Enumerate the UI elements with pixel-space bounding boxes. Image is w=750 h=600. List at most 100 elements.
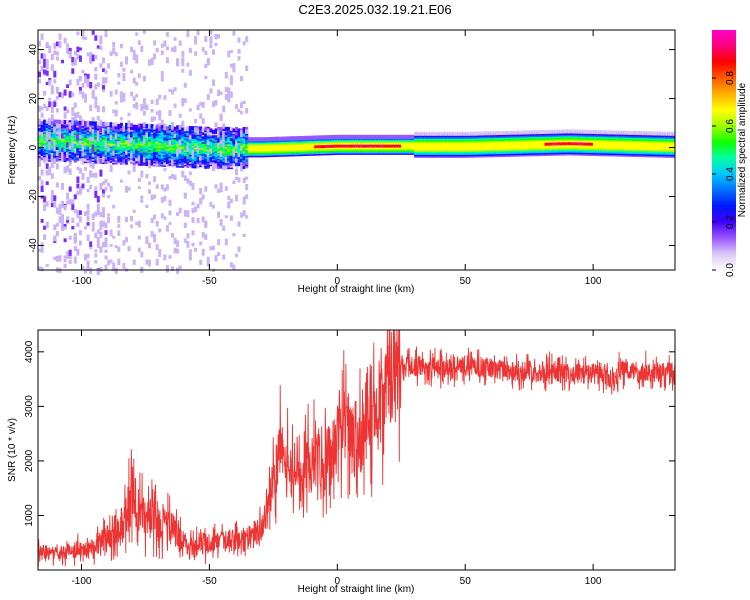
spectrogram-cell <box>281 136 284 141</box>
spectrogram-cell <box>526 130 530 135</box>
spectrogram-speckle <box>209 30 213 35</box>
spectrogram-speckle <box>148 163 151 169</box>
spectrogram-speckle <box>53 50 57 55</box>
spectrogram-speckle <box>68 168 72 175</box>
spectrogram-speckle <box>76 176 80 183</box>
spectrogram-cell <box>96 124 100 129</box>
spectrogram-speckle <box>89 245 93 250</box>
spectrogram-cell <box>557 129 561 134</box>
spectrogram-speckle <box>114 110 118 117</box>
spectrogram-speckle <box>199 113 203 119</box>
spectrogram-speckle <box>76 166 80 171</box>
spectrogram-speckle <box>96 105 100 113</box>
spectrogram-speckle <box>53 43 57 49</box>
spectrogram-speckle <box>99 46 103 51</box>
spectrogram-speckle <box>240 130 244 138</box>
spectrogram-speckle <box>132 165 136 172</box>
spectrogram-speckle <box>178 124 182 130</box>
spectrogram-cell <box>570 129 574 134</box>
spectrogram-speckle <box>173 247 177 254</box>
spectrogram-speckle <box>168 88 172 93</box>
spectrogram-speckle <box>43 234 47 241</box>
spectrogram-speckle <box>84 254 87 261</box>
spectrogram-speckle <box>66 219 70 223</box>
spectrogram-speckle <box>199 102 203 106</box>
spectrogram-speckle <box>163 187 167 192</box>
spectrogram-speckle <box>102 106 105 113</box>
spectrogram-speckle <box>178 207 182 214</box>
spectrogram-speckle <box>201 101 205 108</box>
spectrogram-cell <box>411 134 415 139</box>
spectrogram-cell <box>375 134 379 139</box>
spectrogram-speckle <box>155 98 159 105</box>
spectrogram-cell <box>84 157 87 162</box>
spectrogram-speckle <box>73 256 77 264</box>
spectrogram-speckle <box>96 130 100 137</box>
spectrogram-cell <box>365 134 369 139</box>
spectrogram-speckle <box>178 40 182 46</box>
spectrogram-speckle <box>91 226 95 232</box>
spectrogram-speckle <box>94 67 98 72</box>
spectrogram-speckle <box>58 216 62 224</box>
spectrogram-speckle <box>173 87 177 92</box>
spectrogram-speckle <box>38 78 41 84</box>
spectrogram-cell <box>61 124 64 129</box>
spectrogram-speckle <box>40 180 44 185</box>
spectrogram-speckle <box>71 56 75 63</box>
spectrogram-speckle <box>155 244 159 251</box>
spectrogram-speckle <box>61 59 64 64</box>
spectrogram-speckle <box>224 186 228 191</box>
spectrogram-speckle <box>71 117 75 123</box>
spectrogram-speckle <box>71 59 75 66</box>
spectrogram-cell <box>393 134 397 139</box>
spectrogram-cell <box>585 129 589 134</box>
spectrogram-speckle <box>130 91 134 97</box>
spectrogram-speckle <box>48 45 52 49</box>
spectrogram-speckle <box>91 30 95 35</box>
spectrogram-cell <box>165 126 169 131</box>
spectrogram-speckle <box>122 95 126 102</box>
spectrogram-speckle <box>232 63 236 67</box>
spectrogram-speckle <box>73 102 77 108</box>
spectrogram-speckle <box>84 96 87 103</box>
spectrogram-speckle <box>55 108 59 113</box>
spectrogram-speckle <box>86 211 90 215</box>
spectrogram-cell <box>511 130 515 135</box>
spectrogram-speckle <box>63 238 67 243</box>
spectrogram-cell <box>229 126 233 131</box>
spectrogram-speckle <box>89 82 93 89</box>
spectrogram-cell <box>339 134 343 139</box>
spectrogram-cell <box>324 135 328 140</box>
spectrogram-speckle <box>188 69 192 76</box>
spectrogram-cell <box>316 135 320 140</box>
spectrogram-speckle <box>48 101 52 108</box>
spectrogram-speckle <box>78 140 82 145</box>
spectrogram-speckle <box>58 123 62 129</box>
spectrogram-speckle <box>119 43 123 49</box>
spectrogram-cell <box>380 134 384 139</box>
spectrogram-speckle <box>68 255 72 260</box>
spectrogram-speckle <box>84 75 87 81</box>
spectrogram-cell <box>508 130 512 135</box>
spectrogram-speckle <box>45 263 49 268</box>
spectrogram-speckle <box>48 135 52 140</box>
spectrogram-speckle <box>130 224 134 229</box>
spectrogram-speckle <box>114 89 118 95</box>
spectrogram-speckle <box>78 216 82 223</box>
spectrogram-speckle <box>130 137 134 143</box>
spectrogram-speckle <box>171 159 174 166</box>
spectrogram-cell <box>214 128 218 133</box>
spectrogram-speckle <box>38 71 41 78</box>
spectrogram-cell <box>434 131 438 136</box>
spectrogram-speckle <box>153 236 157 243</box>
spectrogram-cell <box>270 136 274 141</box>
spectrogram-cell <box>306 135 310 140</box>
spectrogram-cell <box>401 134 405 139</box>
spectrogram-speckle <box>68 199 72 205</box>
spectrogram-speckle <box>242 177 246 183</box>
spectrogram-speckle <box>89 162 93 168</box>
spectrogram-speckle <box>173 174 177 180</box>
spectrogram-speckle <box>53 195 57 202</box>
spectrogram-speckle <box>84 268 87 274</box>
